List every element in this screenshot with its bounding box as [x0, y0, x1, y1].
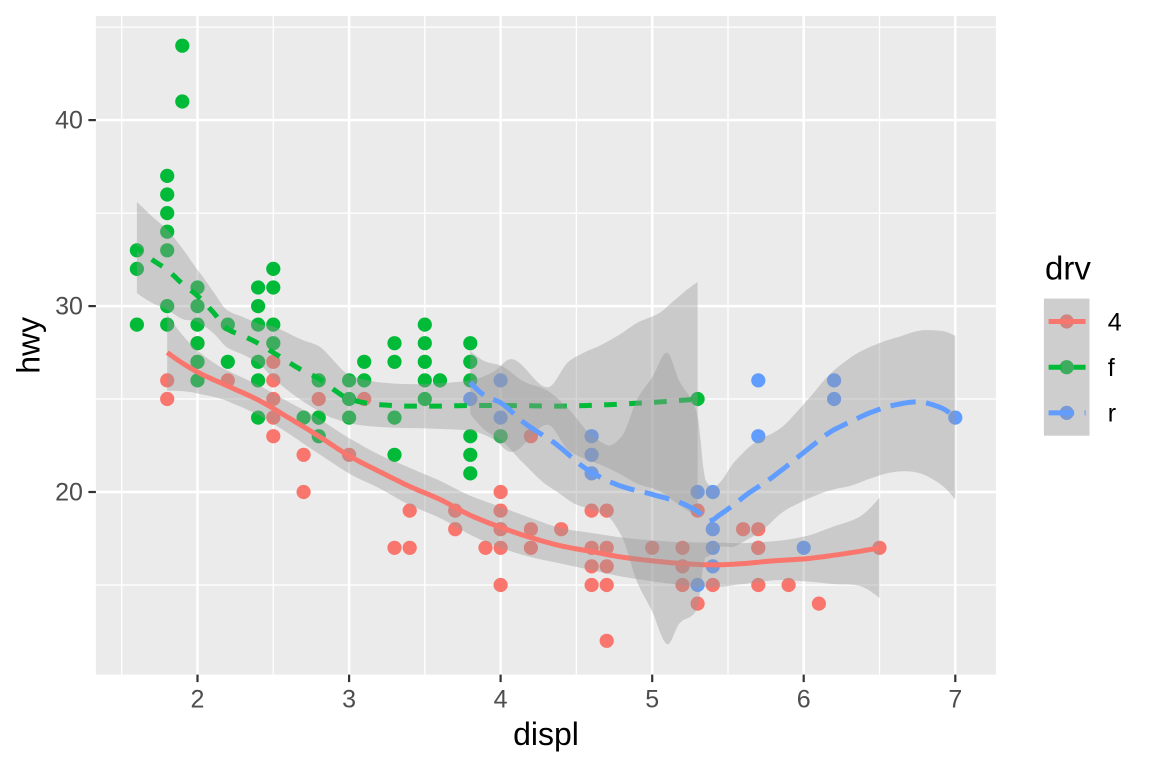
svg-text:f: f [1108, 354, 1115, 382]
svg-text:r: r [1108, 400, 1116, 428]
svg-text:2: 2 [191, 686, 205, 714]
svg-text:30: 30 [55, 293, 83, 321]
svg-text:displ: displ [513, 716, 579, 752]
svg-text:4: 4 [494, 686, 508, 714]
svg-text:5: 5 [645, 686, 659, 714]
svg-text:20: 20 [55, 479, 83, 507]
svg-text:4: 4 [1108, 308, 1122, 336]
svg-text:hwy: hwy [10, 317, 46, 374]
svg-text:40: 40 [55, 107, 83, 135]
svg-text:6: 6 [797, 686, 811, 714]
svg-text:drv: drv [1045, 250, 1091, 287]
svg-text:3: 3 [342, 686, 356, 714]
svg-text:7: 7 [948, 686, 962, 714]
